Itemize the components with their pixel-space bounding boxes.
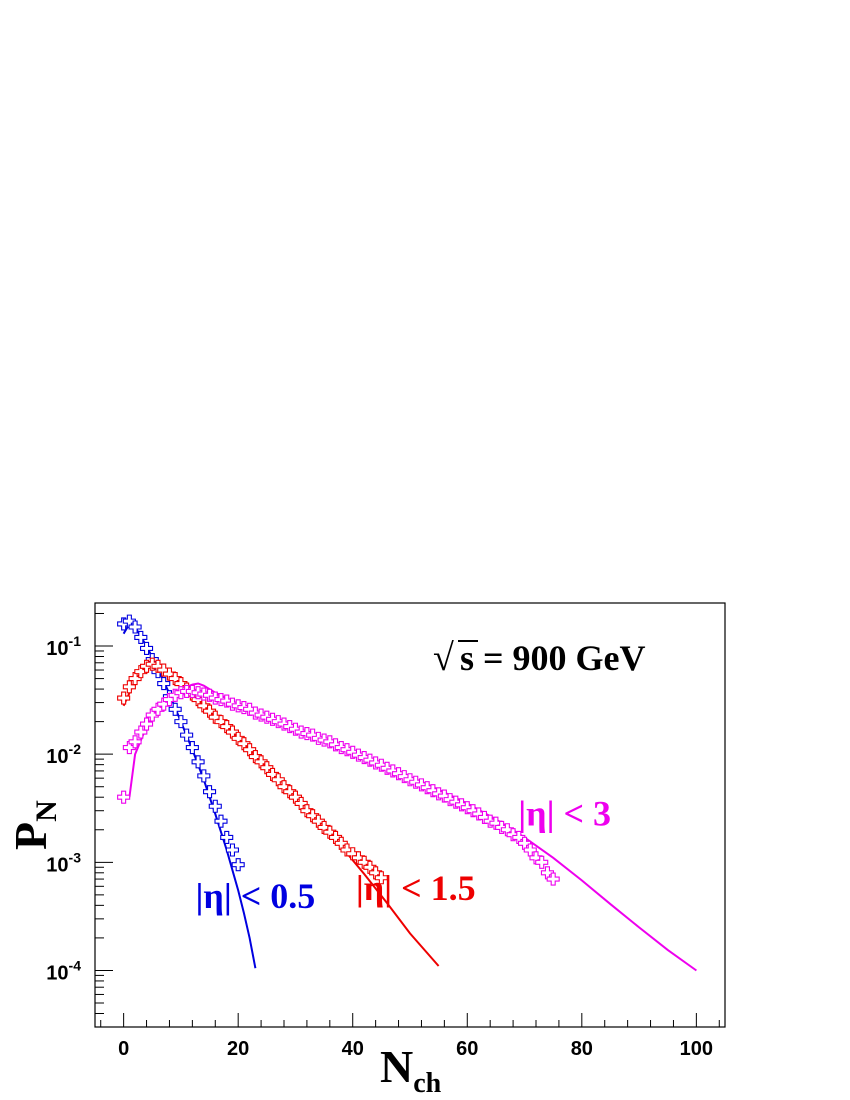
data-point [174,715,188,729]
data-point [128,620,142,634]
axis-ticks [95,612,720,1028]
plot-frame [94,602,726,1028]
data-point [449,795,463,809]
data-point [420,781,434,795]
data-point [128,735,142,749]
y-tick-exp: -2 [69,741,82,757]
data-point [214,814,228,828]
series-label-0: |η| < 0.5 [195,876,315,916]
data-point [191,755,205,769]
data-point [535,855,549,869]
data-point [357,751,371,765]
data-point [363,753,377,767]
data-point [414,778,429,792]
data-point [409,775,423,789]
data-point [139,717,154,731]
fit-curve-2 [128,682,697,972]
y-tick-base: 10 [46,746,68,768]
data-point [454,798,469,812]
data-point [117,691,131,705]
x-tick-label: 40 [342,1038,364,1060]
data-point [145,708,159,722]
data-point [283,720,297,734]
data-point [346,745,360,759]
data-point [386,764,400,778]
x-tick-label: 80 [571,1038,593,1060]
data-point [374,871,388,885]
data-point [128,672,142,686]
x-axis-title: Nch [380,1041,442,1099]
data-point [208,799,222,813]
y-tick-exp: -3 [69,849,82,865]
x-axis-title-sub: ch [413,1068,441,1099]
data-point [323,735,337,749]
energy-annotation: √ s = 900 GeV [433,637,646,679]
y-tick-exp: -4 [69,957,82,973]
data-point [220,694,234,708]
y-axis-title-sub: N [30,800,63,822]
data-point [134,630,148,645]
y-tick-base: 10 [46,638,68,660]
data-point [288,722,303,736]
data-point [122,741,136,755]
data-point [397,770,411,784]
y-axis-title: PN [5,800,63,850]
series-points-1 [117,657,388,885]
data-point [306,728,320,742]
data-point [168,702,182,716]
data-point [460,801,474,815]
data-point [202,785,217,799]
data-point [134,665,148,679]
fit-curve-0 [122,622,257,969]
data-point [231,858,245,872]
data-point [122,680,136,694]
data-point [202,688,217,702]
x-tick-label: 100 [680,1038,713,1060]
y-tick-label: 10-1 [46,633,81,660]
plot-area [94,602,726,1028]
data-point [139,641,154,655]
data-point [546,872,560,886]
y-axis-title-main: P [5,822,56,850]
series-points-2 [117,684,560,886]
data-point [391,767,406,781]
sqrt-symbol: √ [433,637,454,679]
energy-text: s = 900 GeV [460,638,646,678]
data-point [157,697,171,711]
y-tick-base: 10 [46,962,68,984]
y-tick-base: 10 [46,854,68,876]
y-tick-label: 10-2 [46,741,81,768]
data-point [157,676,171,691]
data-point [466,804,480,818]
x-tick-label: 20 [227,1038,249,1060]
x-tick-label: 60 [456,1038,478,1060]
data-point [506,828,520,842]
data-point [374,758,388,772]
y-tick-label: 10-4 [46,957,81,984]
data-point [134,725,148,739]
series-label-2: |η| < 3 [518,793,611,833]
data-point [328,738,343,752]
data-point [151,702,165,716]
data-point [197,769,211,783]
data-points [117,614,560,886]
data-point [117,790,131,804]
data-point [380,761,394,775]
y-tick-exp: -1 [69,633,82,649]
x-tick-label: 0 [118,1038,129,1060]
data-point [180,728,194,742]
data-point [426,784,440,798]
x-axis-title-main: N [380,1041,413,1092]
data-point [185,741,199,755]
y-tick-label: 10-3 [46,849,81,876]
series-label-1: |η| < 1.5 [356,868,476,908]
data-point [340,743,354,757]
data-point [220,830,234,844]
data-point [225,843,240,857]
